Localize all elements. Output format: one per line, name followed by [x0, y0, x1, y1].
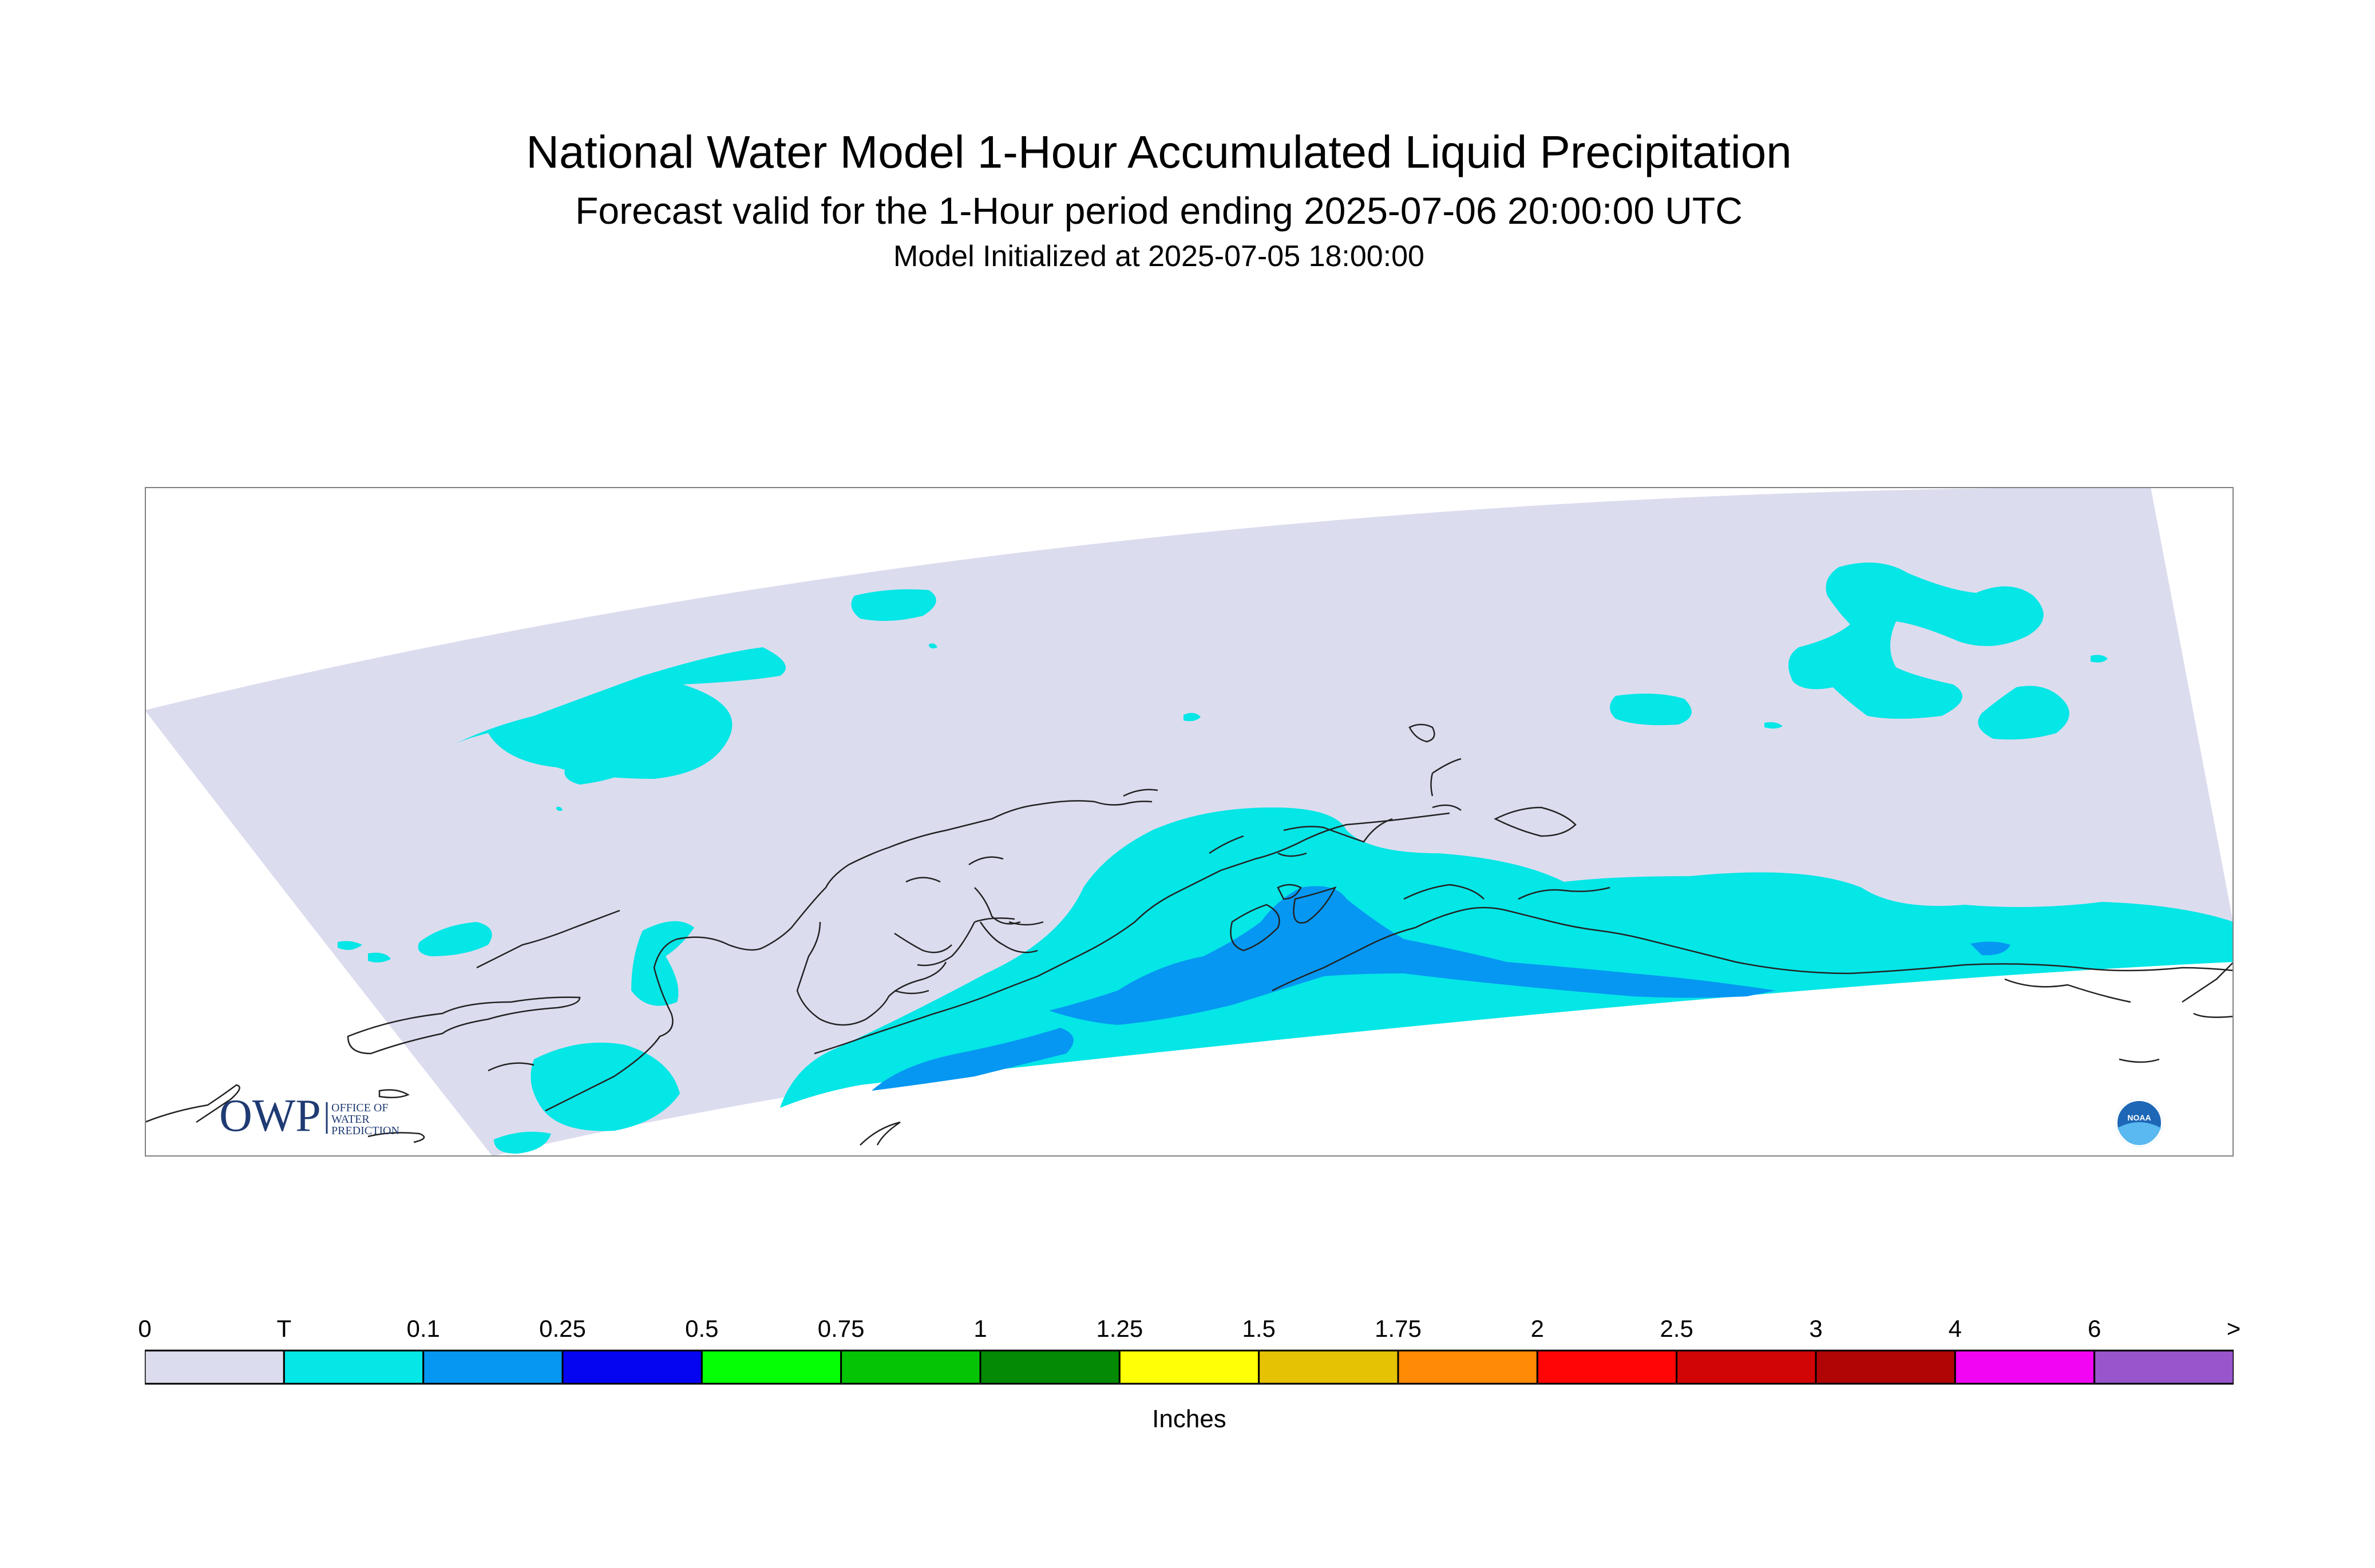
- colorbar-swatch: [145, 1349, 285, 1385]
- precipitation-map: OWP OFFICE OF WATER PREDICTION NOAA: [145, 487, 2234, 1157]
- colorbar-swatch: [422, 1349, 564, 1385]
- noaa-logo: NOAA: [2115, 1099, 2163, 1147]
- trace-precip-regions: [338, 563, 2234, 1154]
- colorbar-tick-label: T: [276, 1315, 292, 1342]
- colorbar-tick-label: 0: [138, 1315, 152, 1342]
- colorbar-swatch: [1676, 1349, 1817, 1385]
- colorbar-swatch: [1954, 1349, 2096, 1385]
- owp-logo: OWP OFFICE OF WATER PREDICTION: [219, 1091, 399, 1141]
- colorbar-swatch: [2093, 1349, 2234, 1385]
- model-init-text: Model Initialized at 2025-07-05 18:00:00: [893, 240, 1424, 273]
- colorbar-tick-label: >: [2226, 1315, 2241, 1342]
- colorbar-swatch: [283, 1349, 425, 1385]
- owp-logo-line1: OFFICE OF: [331, 1102, 388, 1114]
- colorbar-swatch: [1118, 1349, 1260, 1385]
- colorbar-tick-label: 0.1: [406, 1315, 440, 1342]
- colorbar-swatch: [979, 1349, 1121, 1385]
- colorbar-tick-label: 2.5: [1660, 1315, 1693, 1342]
- map-subtitle: Forecast valid for the 1-Hour period end…: [575, 189, 1743, 232]
- colorbar-swatch: [1815, 1349, 1956, 1385]
- colorbar-tick-label: 1: [973, 1315, 987, 1342]
- colorbar-swatch: [1536, 1349, 1678, 1385]
- colorbar-swatch: [1258, 1349, 1399, 1385]
- colorbar-tick-label: 4: [1948, 1315, 1962, 1342]
- noaa-logo-text: NOAA: [2127, 1113, 2151, 1122]
- map-frame: [145, 487, 2234, 1157]
- colorbar-unit-label: Inches: [1152, 1405, 1226, 1433]
- colorbar-swatch: [840, 1349, 981, 1385]
- colorbar-tick-label: 0.25: [539, 1315, 586, 1342]
- colorbar-swatch: [700, 1349, 842, 1385]
- owp-logo-line3: PREDICTION: [331, 1124, 399, 1137]
- colorbar-tick-label: 2: [1530, 1315, 1545, 1342]
- colorbar-swatch: [561, 1349, 703, 1385]
- colorbar-tick-label: 0.5: [685, 1315, 719, 1342]
- coastlines: [145, 723, 2234, 1146]
- owp-logo-letters: OWP: [219, 1091, 321, 1141]
- colorbar: [145, 1349, 2234, 1385]
- colorbar-swatch: [1397, 1349, 1538, 1385]
- colorbar-tick-label: 3: [1809, 1315, 1823, 1342]
- colorbar-tick-label: 1.5: [1242, 1315, 1276, 1342]
- map-title: National Water Model 1-Hour Accumulated …: [526, 126, 1792, 177]
- colorbar-tick-label: 6: [2087, 1315, 2101, 1342]
- colorbar-tick-label: 1.25: [1096, 1315, 1143, 1342]
- colorbar-tick-label: 0.75: [817, 1315, 865, 1342]
- owp-logo-line2: WATER: [331, 1113, 370, 1126]
- colorbar-tick-label: 1.75: [1375, 1315, 1422, 1342]
- tenth-inch-precip-regions: [872, 886, 2010, 1091]
